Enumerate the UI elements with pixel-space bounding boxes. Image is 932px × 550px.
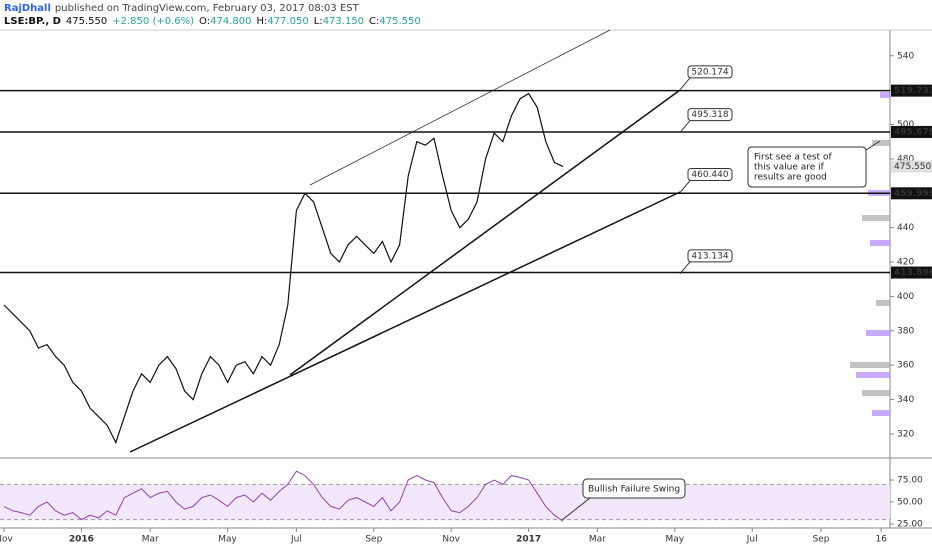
level-label: 413.896 <box>894 268 932 278</box>
level-label-bg <box>891 84 932 97</box>
annotation-box <box>747 146 867 188</box>
x-tick-label: Nov <box>0 535 13 545</box>
change: +2.850 (+0.6%) <box>112 16 194 27</box>
y-tick-label: 480 <box>897 154 914 164</box>
y-tick-label: 400 <box>897 292 914 302</box>
x-tick-label: Sep <box>813 535 830 545</box>
profile-bar <box>862 390 890 396</box>
last: 475.550 <box>66 16 107 27</box>
ohlc-label: C: <box>369 16 379 27</box>
profile-bar <box>872 410 890 416</box>
ohlc-value: 477.050 <box>267 16 308 27</box>
x-tick-label: Mar <box>142 535 159 545</box>
y-tick-label: 380 <box>897 326 914 336</box>
x-tick-label: May <box>218 535 237 545</box>
ohlc-value: 475.550 <box>379 16 420 27</box>
callout-box <box>687 65 733 79</box>
profile-bar <box>876 300 890 306</box>
profile-bar <box>856 372 890 378</box>
quote-line: LSE:BP., D 475.550 +2.850 (+0.6%) O:474.800… <box>4 16 421 27</box>
profile-bar <box>866 330 890 336</box>
last-value-label: 475.550 <box>894 162 931 172</box>
level-label: 459.999 <box>894 189 932 199</box>
y-tick-label: 75.00 <box>897 475 923 485</box>
level-label-bg <box>891 125 932 138</box>
x-tick-label: Mar <box>589 535 606 545</box>
callout-label: 460.440 <box>691 170 728 180</box>
level-label: 519.733 <box>894 86 932 96</box>
published: published on TradingView.com, February 0… <box>55 3 360 14</box>
ohlc-value: 473.150 <box>323 16 364 27</box>
y-tick-label: 500 <box>897 120 914 130</box>
rsi-annotation[interactable]: Bullish Failure Swing <box>561 478 686 521</box>
callout-label: 520.174 <box>691 67 728 77</box>
price-line <box>3 92 564 445</box>
channel-line[interactable] <box>309 29 611 186</box>
y-tick-label: 440 <box>897 223 914 233</box>
x-tick-label: May <box>665 535 684 545</box>
x-tick-label: 2016 <box>69 535 94 545</box>
ohlc-value: 474.800 <box>210 16 251 27</box>
annotation-box <box>582 478 686 499</box>
y-tick-label: 320 <box>897 429 914 439</box>
header-line: RajDhall published on TradingView.com, Fe… <box>4 3 360 14</box>
annotation-text: First see a test of <box>754 153 832 163</box>
annotation[interactable]: First see a test of this value are if re… <box>747 140 881 188</box>
y-tick-label: 420 <box>897 258 914 268</box>
callout-label: 495.318 <box>691 110 728 120</box>
annotation-pointer <box>865 140 881 151</box>
profile-bar <box>872 140 890 146</box>
last-value-bg <box>891 160 932 173</box>
profile-bar <box>862 215 890 221</box>
ohlc-label: H: <box>256 16 267 27</box>
x-tick-label: Nov <box>442 535 460 545</box>
callout-box <box>687 249 733 263</box>
profile-bar <box>850 362 890 368</box>
callout-box <box>687 108 733 122</box>
x-tick-label: Jul <box>746 535 758 545</box>
callout-pointer <box>679 180 691 193</box>
price-line <box>3 470 564 522</box>
y-tick-label: 50.00 <box>897 498 923 508</box>
annotation-text: results are good <box>754 173 827 183</box>
callout-pointer <box>679 261 691 275</box>
trend-line[interactable] <box>129 191 681 453</box>
level-label: 495.679 <box>894 127 932 137</box>
annotation-text: Bullish Failure Swing <box>588 485 680 495</box>
level-label-bg <box>891 187 932 200</box>
x-tick-label: 16 <box>875 535 887 545</box>
profile-bar <box>880 92 890 98</box>
x-tick-label: 2017 <box>516 535 541 545</box>
x-tick-label: Jul <box>290 535 302 545</box>
x-tick-label: Sep <box>365 535 382 545</box>
callout-pointer <box>679 120 691 133</box>
y-tick-label: 360 <box>897 361 914 371</box>
annotation-text: this value are if <box>754 163 825 173</box>
symbol: LSE:BP., D <box>4 16 61 27</box>
level-label-bg <box>891 266 932 279</box>
trend-line[interactable] <box>289 89 681 376</box>
callout-pointer <box>679 77 691 91</box>
callout-box <box>687 168 733 182</box>
ohlc-label: O: <box>199 16 210 27</box>
y-tick-label: 540 <box>897 51 914 61</box>
callout-label: 413.134 <box>691 251 728 261</box>
annotation-pointer <box>561 497 591 521</box>
y-tick-label: 25.00 <box>897 520 923 530</box>
author[interactable]: RajDhall <box>4 3 51 14</box>
ohlc-label: L: <box>314 16 323 27</box>
y-tick-label: 340 <box>897 395 914 405</box>
profile-bar <box>870 240 890 246</box>
